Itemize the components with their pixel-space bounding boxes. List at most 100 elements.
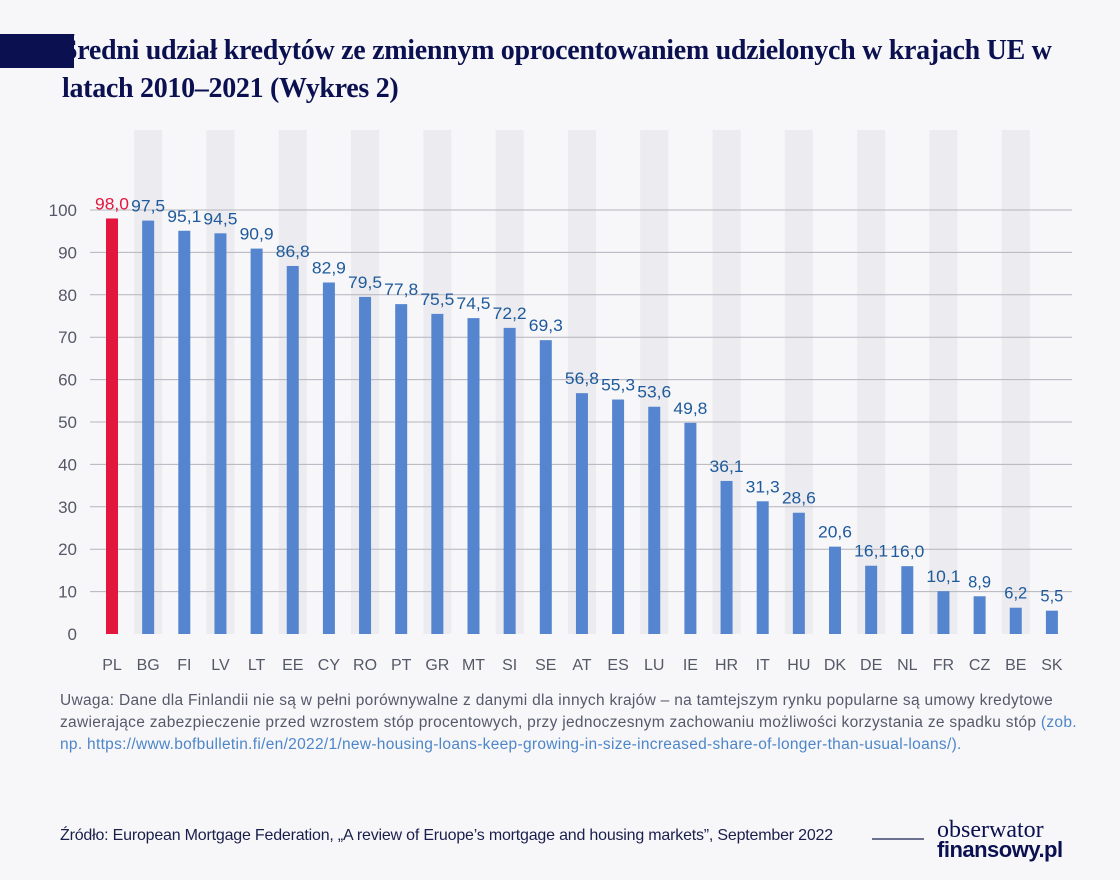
bar-lt [250, 248, 263, 635]
bar-fi [178, 230, 191, 634]
bar-gr [431, 313, 444, 634]
logo-line1: obserwator [937, 817, 1044, 843]
x-tick-label: LV [211, 657, 230, 674]
bar-pl [106, 218, 118, 635]
data-label: 49,8 [673, 400, 707, 418]
source-divider [872, 838, 924, 840]
x-tick-label: SI [502, 657, 517, 674]
data-label: 20,6 [818, 524, 852, 542]
data-label: 55,3 [601, 377, 635, 395]
x-tick-label: GR [425, 657, 449, 674]
x-tick-label: IE [683, 657, 698, 674]
bar-be [1009, 607, 1022, 634]
bar-hr [720, 480, 733, 634]
x-tick-label: CY [318, 657, 341, 674]
bar-cz [973, 596, 986, 634]
x-tick-label: PT [391, 657, 412, 674]
data-label: 69,3 [529, 317, 563, 335]
x-tick-label: RO [353, 657, 377, 674]
y-tick-label: 60 [58, 371, 77, 390]
bar-fr [937, 591, 950, 634]
x-tick-label: HR [715, 657, 738, 674]
bar-ro [359, 296, 372, 634]
bar-ie [684, 422, 697, 634]
data-label: 31,3 [746, 478, 780, 496]
x-tick-label: ES [607, 657, 628, 674]
background-stripe [1001, 130, 1030, 634]
data-label: 6,2 [1004, 585, 1027, 603]
bar-pt [395, 304, 408, 634]
chart-note: Uwaga: Dane dla Finlandii nie są w pełni… [60, 690, 1080, 756]
x-tick-label: SE [535, 657, 556, 674]
x-tick-label: LT [248, 657, 266, 674]
data-label: 10,1 [926, 568, 960, 586]
bar-mt [467, 318, 480, 634]
note-link[interactable]: (zob. np. https://www.bofbulletin.fi/en/… [60, 714, 1077, 753]
bar-hu [792, 512, 805, 634]
data-label: 77,8 [384, 281, 418, 299]
background-stripe [929, 130, 958, 634]
x-tick-label: EE [282, 657, 303, 674]
bar-cy [322, 282, 335, 634]
bar-se [539, 340, 552, 634]
data-label: 97,5 [131, 198, 165, 216]
x-tick-label: FI [177, 657, 191, 674]
x-tick-label: FR [933, 657, 954, 674]
y-tick-label: 30 [58, 498, 77, 517]
y-tick-label: 0 [68, 625, 77, 644]
data-label: 72,2 [493, 305, 527, 323]
bar-nl [901, 566, 914, 634]
y-tick-label: 10 [58, 583, 77, 602]
bar-de [865, 565, 878, 634]
chart-title: Średni udział kredytów ze zmiennym oproc… [62, 35, 1052, 104]
data-label: 86,8 [276, 243, 310, 261]
data-label: 95,1 [167, 208, 201, 226]
x-tick-label: BG [137, 657, 160, 674]
bar-sk [1045, 610, 1058, 634]
x-tick-label: HU [787, 657, 810, 674]
x-tick-label: BE [1005, 657, 1026, 674]
y-tick-label: 90 [58, 243, 77, 262]
x-tick-label: LU [644, 657, 664, 674]
title-accent-bar [0, 34, 74, 68]
data-label: 53,6 [637, 384, 671, 402]
data-label: 94,5 [203, 210, 237, 228]
y-tick-label: 100 [49, 201, 77, 220]
x-tick-label: PL [102, 657, 122, 674]
x-tick-label: CZ [969, 657, 991, 674]
x-tick-label: IT [756, 657, 770, 674]
bar-ee [286, 265, 299, 634]
bar-si [503, 327, 516, 634]
y-tick-label: 70 [58, 328, 77, 347]
y-tick-label: 80 [58, 286, 77, 305]
logo-line2: finansowy.pl [937, 837, 1063, 862]
y-tick-label: 50 [58, 413, 77, 432]
x-tick-label: SK [1041, 657, 1063, 674]
x-tick-label: MT [462, 657, 485, 674]
x-tick-label: AT [572, 657, 591, 674]
data-label: 56,8 [565, 370, 599, 388]
data-label: 8,9 [968, 573, 991, 591]
data-label: 90,9 [240, 226, 274, 244]
data-label: 28,6 [782, 490, 816, 508]
x-tick-label: DE [860, 657, 882, 674]
note-text: Uwaga: Dane dla Finlandii nie są w pełni… [60, 692, 1054, 731]
x-tick-label: DK [824, 657, 847, 674]
y-tick-label: 40 [58, 455, 77, 474]
y-tick-label: 20 [58, 540, 77, 559]
logo: obserwator finansowy.pl [937, 817, 1063, 862]
background-stripe [857, 130, 886, 634]
bar-lv [214, 233, 227, 634]
data-label: 16,1 [854, 543, 888, 561]
x-tick-label: NL [897, 657, 918, 674]
bar-bg [142, 220, 155, 634]
bar-dk [829, 546, 841, 634]
bar-es [612, 399, 625, 634]
data-label: 79,5 [348, 274, 382, 292]
data-label: 98,0 [95, 195, 129, 213]
data-label: 16,0 [890, 543, 924, 561]
data-label: 5,5 [1040, 588, 1063, 606]
data-label: 75,5 [420, 291, 454, 309]
source-text: Źródło: European Mortgage Federation, „A… [60, 827, 833, 844]
